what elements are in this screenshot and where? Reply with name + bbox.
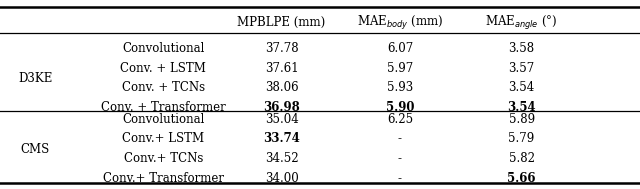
Text: 37.78: 37.78 [265,42,298,55]
Text: -: - [398,132,402,145]
Text: Conv.+ TCNs: Conv.+ TCNs [124,152,203,165]
Text: 38.06: 38.06 [265,81,298,94]
Text: 6.25: 6.25 [387,113,413,125]
Text: Conv.+ LSTM: Conv.+ LSTM [122,132,204,145]
Text: MAE$_{\mathit{body}}$ (mm): MAE$_{\mathit{body}}$ (mm) [357,14,443,32]
Text: 3.54: 3.54 [508,81,535,94]
Text: MPBLPE (mm): MPBLPE (mm) [237,16,326,29]
Text: 34.00: 34.00 [265,172,298,185]
Text: Convolutional: Convolutional [122,113,204,125]
Text: 34.52: 34.52 [265,152,298,165]
Text: -: - [398,172,402,185]
Text: 35.04: 35.04 [265,113,298,125]
Text: Conv. + TCNs: Conv. + TCNs [122,81,205,94]
Text: 5.90: 5.90 [386,101,414,114]
Text: 3.54: 3.54 [508,101,536,114]
Text: Conv. + Transformer: Conv. + Transformer [101,101,225,114]
Text: Conv. + LSTM: Conv. + LSTM [120,62,206,74]
Text: 5.89: 5.89 [509,113,534,125]
Text: 3.57: 3.57 [508,62,535,74]
Text: 5.79: 5.79 [508,132,535,145]
Text: CMS: CMS [20,143,50,156]
Text: MAE$_{\mathit{angle}}$ (°): MAE$_{\mathit{angle}}$ (°) [486,14,557,32]
Text: 33.74: 33.74 [263,132,300,145]
Text: 5.93: 5.93 [387,81,413,94]
Text: 37.61: 37.61 [265,62,298,74]
Text: 5.66: 5.66 [508,172,536,185]
Text: 3.58: 3.58 [509,42,534,55]
Text: 5.97: 5.97 [387,62,413,74]
Text: 36.98: 36.98 [263,101,300,114]
Text: -: - [398,152,402,165]
Text: D3KE: D3KE [18,72,52,85]
Text: Convolutional: Convolutional [122,42,204,55]
Text: Conv.+ Transformer: Conv.+ Transformer [102,172,224,185]
Text: 6.07: 6.07 [387,42,413,55]
Text: 5.82: 5.82 [509,152,534,165]
